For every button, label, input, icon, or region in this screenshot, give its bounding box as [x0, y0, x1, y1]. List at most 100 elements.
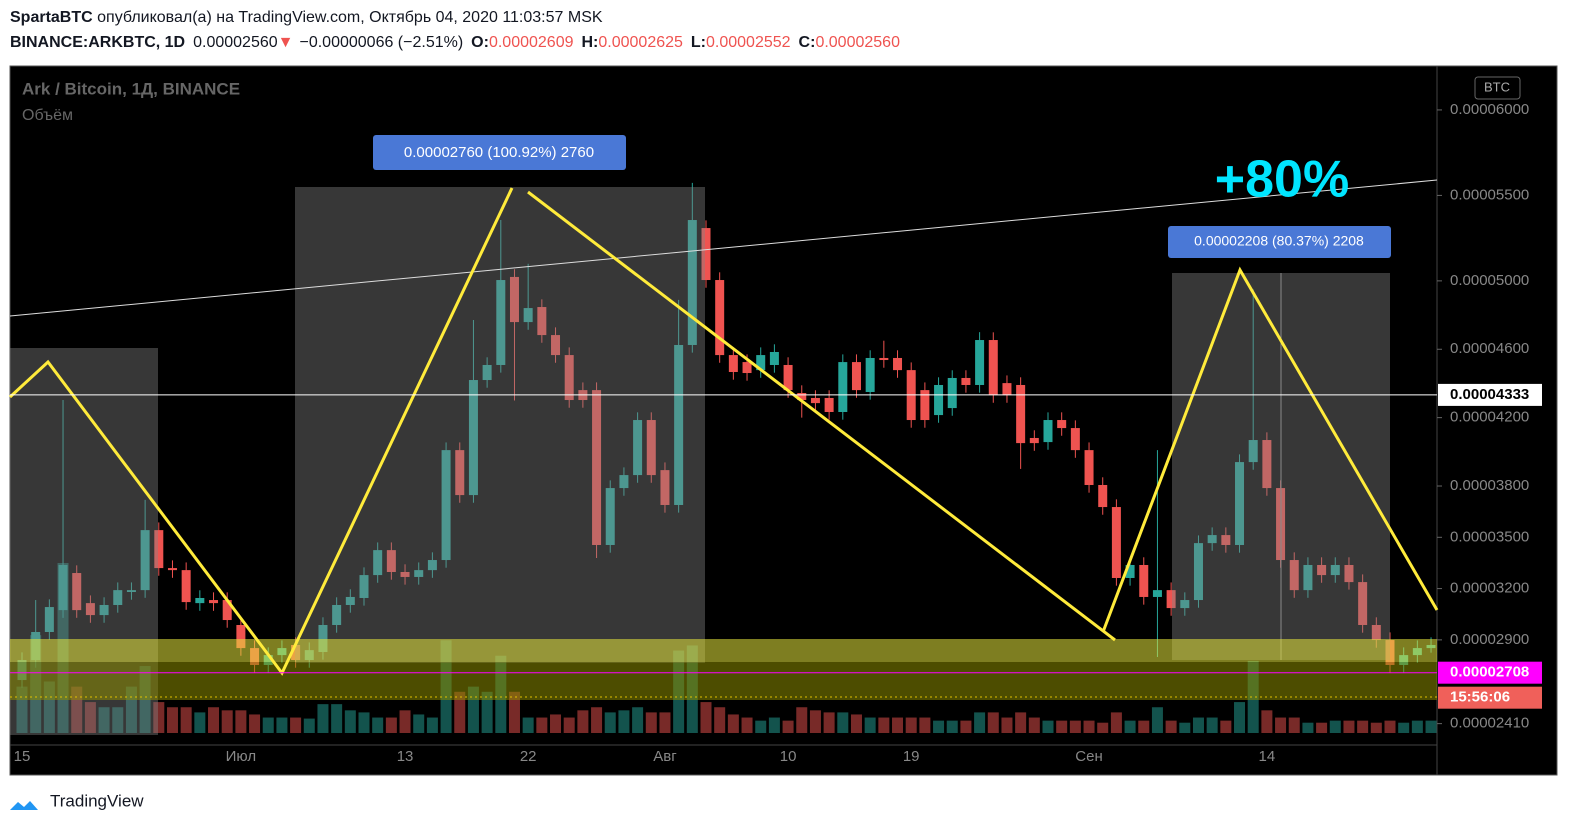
volume-bar [1234, 702, 1246, 733]
volume-bar [563, 717, 575, 733]
volume-bar [645, 712, 657, 733]
candle-body [140, 530, 150, 591]
volume-bar [768, 717, 780, 733]
volume-bar [481, 691, 493, 733]
price-label: 0.00004333 [1450, 386, 1529, 403]
candle-body [783, 364, 793, 391]
volume-bar [1343, 720, 1355, 733]
last: 0.00002560 [193, 34, 278, 51]
candle-body [619, 475, 629, 489]
volume-bar [180, 707, 192, 733]
volume-bar [166, 707, 178, 733]
candle-body [1098, 484, 1108, 508]
c-label: C: [799, 34, 816, 51]
volume-bar [235, 710, 247, 733]
candle-body [1057, 420, 1067, 429]
candle-body [482, 364, 492, 381]
candle-body [167, 568, 177, 571]
candle-body [1084, 450, 1094, 485]
volume-bar [276, 717, 288, 733]
candle-body [851, 362, 861, 391]
candle-body [345, 596, 355, 605]
candle-body [181, 570, 191, 603]
candle-body [756, 355, 766, 371]
measure-label-box [373, 135, 626, 170]
candle-body [113, 590, 123, 605]
x-tick-label: Июл [226, 748, 256, 765]
volume-bar [796, 707, 808, 733]
header-line-1: SpartaBTC опубликовал(а) на TradingView.… [10, 9, 603, 26]
measure-label-box [1168, 226, 1391, 258]
volume-bar [1179, 722, 1191, 733]
h-label: H: [581, 34, 598, 51]
volume-bar [850, 714, 862, 733]
volume-bar [413, 714, 425, 733]
volume-bar [1069, 720, 1081, 733]
volume-bar [618, 710, 630, 733]
chart-subtitle: Объём [22, 107, 73, 124]
h: 0.00002625 [598, 34, 683, 51]
volume-bar [1015, 712, 1027, 733]
candle-body [879, 357, 889, 361]
volume-bar [317, 704, 329, 733]
candle-body [1221, 535, 1231, 545]
candle-body [1002, 383, 1012, 396]
o-label: O: [471, 34, 489, 51]
x-tick-label: 14 [1259, 748, 1276, 765]
candle-body [838, 362, 848, 412]
candle-body [126, 590, 136, 593]
volume-bar [974, 712, 986, 733]
volume-bar [1056, 720, 1068, 733]
y-tick-label: 0.00005000 [1450, 272, 1529, 289]
chart-title: Ark / Bitcoin, 1Д, BINANCE [22, 79, 240, 98]
zigzag [527, 190, 1116, 642]
candle-body [44, 607, 54, 633]
volume-bar [960, 720, 972, 733]
candle-body [72, 573, 82, 611]
volume-bar [71, 686, 83, 733]
candle-body [564, 355, 574, 401]
volume-bar [290, 717, 302, 733]
change: −0.00000066 (−2.51%) [299, 34, 463, 51]
candle-body [400, 572, 410, 577]
candle-body [1317, 564, 1327, 576]
volume-bar [1425, 720, 1437, 733]
candle-body [961, 377, 971, 385]
candle-body [1043, 420, 1053, 443]
author: SpartaBTC [10, 9, 93, 26]
candle-body [85, 603, 95, 616]
logo [10, 801, 38, 810]
arrow: ▼ [278, 34, 294, 51]
price-label-box [1438, 383, 1542, 406]
candle-body [195, 597, 205, 604]
drawings: 0.00002760 (100.92%) 2760 0.00002208 (80… [8, 135, 1439, 735]
candle-body [1070, 428, 1080, 451]
y-tick-label: 0.00003800 [1450, 477, 1529, 494]
l: 0.00002552 [706, 34, 791, 51]
candle-body [1303, 564, 1313, 591]
candle-body [947, 377, 957, 409]
y-tick-label: 0.00002900 [1450, 631, 1529, 648]
candle-body [373, 550, 383, 576]
volume-bar [1042, 720, 1054, 733]
volume-bar [1329, 720, 1341, 733]
volume-bar [933, 720, 945, 733]
published: опубликовал(а) на TradingView.com, Октяб… [93, 9, 603, 26]
volume-bar [632, 707, 644, 733]
candle-body [1235, 462, 1245, 545]
x-tick-label: 15 [14, 748, 31, 765]
symbol: BINANCE:ARKBTC, 1D [10, 34, 185, 51]
volume-bar [1288, 717, 1300, 733]
countdown: 15:56:06 [1450, 689, 1510, 706]
candle-body [1371, 624, 1381, 641]
volume-bar [1302, 722, 1314, 733]
volume-bar [1370, 722, 1382, 733]
volume-bar [987, 712, 999, 733]
volume-bar [454, 691, 466, 733]
countdown-box [1438, 686, 1542, 709]
x-tick-label: Сен [1075, 748, 1102, 765]
volume-bar [1220, 720, 1232, 733]
volume-bar [1384, 720, 1396, 733]
candle-body [975, 340, 985, 385]
candle-body [687, 220, 697, 345]
